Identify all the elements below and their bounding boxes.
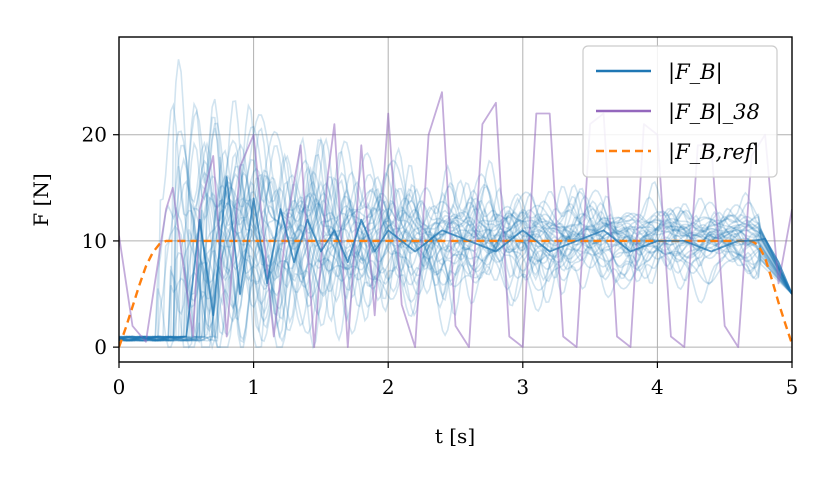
background-trace — [119, 151, 792, 348]
ticks: 0 1 2 3 4 5 0 10 20 — [82, 123, 799, 399]
x-tick-label: 4 — [651, 375, 664, 399]
series-line-2 — [119, 176, 792, 340]
background-trace — [119, 174, 792, 342]
background-trace — [119, 127, 792, 350]
background-trace — [119, 148, 792, 348]
x-tick-label: 3 — [516, 375, 529, 399]
series-line-1 — [119, 91, 792, 348]
legend: |F_B| |F_B|_38 |F_B,ref| — [582, 45, 778, 178]
background-trace — [119, 165, 792, 342]
background-trace — [119, 174, 792, 342]
legend-label-0: |F_B| — [668, 60, 723, 85]
x-tick-label: 1 — [247, 375, 260, 399]
legend-label-1: |F_B|_38 — [668, 100, 760, 125]
x-tick-label: 5 — [786, 375, 799, 399]
y-axis-label: F [N] — [29, 173, 53, 226]
legend-box — [582, 45, 778, 178]
background-trace — [119, 98, 792, 342]
background-trace — [119, 139, 792, 342]
background-trace — [119, 156, 792, 342]
background-trace — [119, 127, 792, 351]
background-trace — [119, 159, 792, 344]
background-trace — [119, 180, 792, 342]
series-line-0 — [119, 239, 792, 348]
legend-label-2: |F_B,ref| — [668, 140, 760, 165]
background-trace — [119, 100, 792, 349]
background-trace — [119, 166, 792, 342]
background-trace — [119, 173, 792, 342]
x-tick-label: 0 — [113, 375, 126, 399]
background-trace — [119, 125, 792, 342]
x-axis-label: t [s] — [435, 424, 475, 448]
y-tick-label: 10 — [82, 229, 107, 253]
background-trace — [119, 114, 792, 343]
y-tick-label: 20 — [82, 123, 107, 147]
background-trace — [119, 141, 792, 342]
background-trace — [119, 130, 792, 342]
background-trace — [119, 177, 792, 342]
background-trace — [119, 140, 792, 348]
y-tick-label: 0 — [94, 335, 107, 359]
background-trace — [119, 145, 792, 342]
series-group — [119, 91, 792, 348]
x-tick-label: 2 — [382, 375, 395, 399]
plot-frame — [118, 36, 793, 363]
background-trace — [119, 109, 792, 342]
background-trace — [119, 140, 792, 342]
background-trace — [119, 130, 792, 348]
